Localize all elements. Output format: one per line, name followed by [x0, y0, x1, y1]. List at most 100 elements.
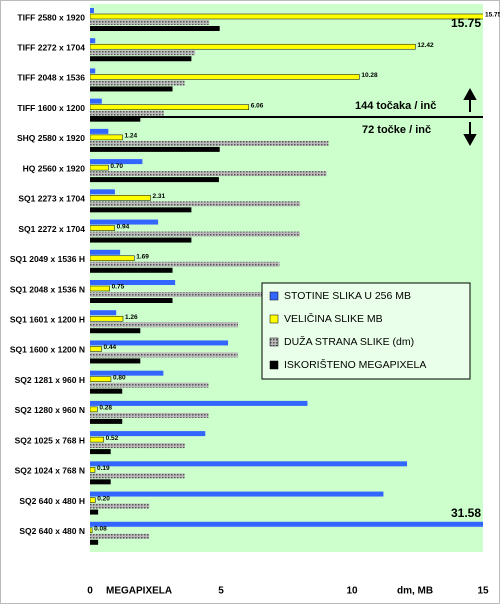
bar — [90, 195, 151, 201]
bar — [90, 503, 150, 509]
value-label: 1.69 — [136, 253, 149, 260]
bar — [90, 352, 238, 358]
bar — [90, 219, 159, 225]
bar — [90, 231, 300, 237]
plot-area — [90, 4, 483, 552]
value-label: 0.80 — [113, 374, 126, 381]
bar — [90, 8, 94, 13]
value-label: 2.31 — [153, 193, 166, 200]
bar — [90, 412, 209, 418]
bar — [90, 261, 280, 267]
x-tick-label: 10 — [346, 586, 358, 597]
y-tick-label: SQ2 1280 x 960 N — [15, 405, 85, 415]
legend — [261, 282, 471, 380]
bar — [90, 86, 173, 92]
bar — [90, 497, 96, 503]
legend-label: STOTINE SLIKA U 256 MB — [284, 290, 411, 302]
y-tick-label: SQ1 1601 x 1200 H — [10, 314, 85, 324]
arrows — [463, 87, 477, 147]
bar — [90, 280, 176, 285]
bar — [90, 298, 173, 303]
value-label: 0.08 — [94, 525, 107, 532]
bar — [90, 310, 117, 316]
bar — [90, 388, 123, 394]
bar — [90, 26, 220, 31]
bar — [90, 134, 123, 141]
value-label: 1.26 — [125, 314, 138, 321]
y-tick-label: HQ 2560 x 1920 — [23, 163, 86, 173]
bar — [90, 74, 360, 80]
y-tick-label: SQ1 2048 x 1536 N — [10, 284, 85, 294]
overflow-label: 31.58 — [451, 506, 481, 520]
y-tick-label: TIFF 2048 x 1536 — [17, 73, 85, 83]
bar — [90, 346, 102, 352]
legend-swatch — [269, 337, 279, 347]
y-tick-label: SHQ 2580 x 1920 — [17, 133, 85, 143]
bar — [90, 50, 196, 56]
bar — [90, 473, 185, 479]
bar — [90, 249, 121, 255]
bar — [90, 467, 96, 473]
value-label: 1.24 — [124, 133, 137, 140]
x-tick-label: 0 — [87, 586, 93, 597]
y-tick-label: SQ2 1024 x 768 N — [15, 466, 85, 476]
value-label: 0.20 — [97, 495, 110, 502]
bar — [90, 80, 185, 86]
bar — [90, 449, 111, 455]
value-label: 12.42 — [417, 42, 434, 49]
bar — [90, 225, 115, 231]
value-label: 0.52 — [106, 435, 119, 442]
bar — [90, 406, 98, 413]
bar — [90, 38, 96, 44]
bar — [90, 237, 192, 243]
bar — [90, 461, 408, 467]
x-axis-label: dm, MB — [397, 586, 433, 597]
value-label: 0.44 — [104, 344, 117, 351]
value-label: 10.28 — [361, 72, 378, 79]
y-tick-label: SQ2 640 x 480 N — [19, 526, 85, 536]
legend-label: ISKORIŠTENO MEGAPIXELA — [284, 358, 426, 371]
bar — [90, 20, 210, 25]
y-tick-label: TIFF 1600 x 1200 — [17, 103, 85, 113]
bar — [90, 382, 209, 388]
y-tick-label: TIFF 2580 x 1920 — [17, 12, 85, 22]
legend-label: DUŽA STRANA SLIKE (dm) — [284, 335, 414, 348]
value-label: 0.94 — [117, 223, 130, 230]
bar — [90, 267, 173, 273]
bar — [90, 285, 110, 292]
overflow-label: 15.75 — [451, 16, 481, 30]
bar — [90, 177, 219, 183]
y-tick-label: TIFF 2272 x 1704 — [17, 42, 85, 52]
y-tick-label: SQ1 2272 x 1704 — [18, 224, 85, 234]
value-label: 6.06 — [251, 102, 264, 109]
bar — [90, 201, 301, 207]
value-label: 0.19 — [97, 465, 110, 472]
bar — [90, 328, 141, 334]
bar — [90, 533, 150, 539]
bar — [90, 436, 104, 443]
x-tick-label: 15 — [477, 586, 489, 597]
y-tick-label: SQ1 2273 x 1704 — [18, 194, 85, 204]
bar — [90, 521, 483, 527]
bar — [90, 358, 141, 364]
bar — [90, 418, 123, 424]
bar — [90, 128, 109, 134]
bar — [90, 140, 329, 146]
bar — [90, 104, 250, 110]
y-tick-label: SQ1 1600 x 1200 N — [10, 345, 85, 355]
bar — [90, 479, 111, 485]
legend-label: VELIČINA SLIKE MB — [284, 312, 383, 325]
bar — [90, 110, 164, 116]
x-tick-label: 5 — [218, 586, 224, 597]
bar — [90, 315, 124, 322]
bar — [90, 400, 308, 406]
bar — [90, 340, 229, 346]
legend-swatch — [269, 314, 279, 324]
legend-swatch — [269, 291, 279, 301]
annotation: 144 točaka / inč — [355, 100, 436, 112]
y-tick-label: SQ1 2049 x 1536 H — [10, 254, 85, 264]
legend-swatch — [269, 360, 279, 370]
bar — [90, 98, 102, 104]
bar — [90, 207, 192, 213]
